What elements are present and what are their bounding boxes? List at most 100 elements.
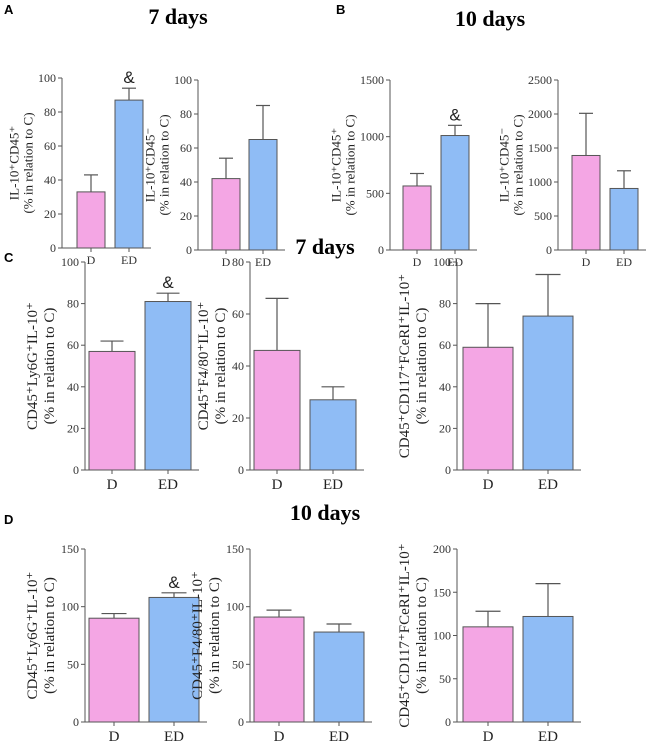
y-tick-label: 100 bbox=[61, 255, 79, 269]
x-tick-label: ED bbox=[538, 729, 558, 745]
bar-d bbox=[211, 178, 241, 251]
y-tick-label: 0 bbox=[238, 715, 244, 729]
y-tick-label: 200 bbox=[433, 542, 451, 556]
y-tick-label: 150 bbox=[61, 542, 79, 556]
bar-d bbox=[253, 616, 305, 723]
x-tick-label: D bbox=[413, 255, 422, 269]
y-axis-label: (% in relation to C) bbox=[414, 308, 430, 425]
heading-c: 7 days bbox=[295, 234, 355, 259]
y-tick-label: 40 bbox=[232, 359, 244, 373]
y-axis-label: (% in relation to C) bbox=[42, 577, 58, 694]
x-tick-label: D bbox=[483, 477, 494, 493]
y-tick-label: 20 bbox=[232, 411, 244, 425]
bar-ed bbox=[313, 631, 365, 723]
bar-ed bbox=[114, 99, 144, 249]
y-tick-label: 20 bbox=[44, 207, 56, 221]
bar-d bbox=[462, 626, 514, 723]
x-tick-label: D bbox=[274, 729, 285, 745]
bar-ed bbox=[440, 135, 470, 251]
y-tick-label: 0 bbox=[546, 243, 552, 257]
chart-panel-10: 0 50 100 150 200 CD45⁺CD117⁺FCeRI⁺IL-10⁺ (% in… bbox=[397, 542, 581, 745]
y-tick-label: 60 bbox=[439, 338, 451, 352]
x-tick-label: D bbox=[87, 253, 96, 267]
y-tick-label: 40 bbox=[180, 175, 192, 189]
y-tick-label: 0 bbox=[238, 463, 244, 477]
bar-ed bbox=[248, 139, 278, 251]
bar-d bbox=[88, 350, 136, 471]
y-tick-label: 40 bbox=[44, 173, 56, 187]
x-tick-label: ED bbox=[121, 253, 137, 267]
y-tick-label: 150 bbox=[433, 585, 451, 599]
y-tick-label: 1500 bbox=[360, 73, 384, 87]
significance-marker: & bbox=[449, 105, 461, 124]
y-tick-label: 40 bbox=[67, 380, 79, 394]
y-axis-label: CD45⁺Ly6G⁺IL-10⁺ bbox=[25, 302, 41, 430]
chart-panel-4: 0 500 1000 1500 2000 2500 IL-10⁺CD45⁻ (% in rel… bbox=[497, 73, 646, 269]
y-tick-label: 50 bbox=[67, 657, 79, 671]
panel-letter-c: C bbox=[4, 250, 14, 265]
y-tick-label: 100 bbox=[174, 73, 192, 87]
significance-marker: & bbox=[168, 573, 180, 592]
y-tick-label: 1000 bbox=[528, 175, 552, 189]
bar-ed bbox=[148, 596, 200, 723]
heading-d: 10 days bbox=[290, 500, 361, 525]
y-tick-label: 0 bbox=[73, 463, 79, 477]
y-tick-label: 80 bbox=[232, 255, 244, 269]
y-tick-label: 60 bbox=[67, 338, 79, 352]
bar-d bbox=[571, 154, 601, 251]
y-axis-label: (% in relation to C) bbox=[157, 114, 172, 215]
y-tick-label: 100 bbox=[38, 71, 56, 85]
y-axis-label: IL-10⁺CD45⁺ bbox=[329, 128, 344, 202]
x-tick-label: ED bbox=[158, 477, 178, 493]
y-tick-label: 2500 bbox=[528, 73, 552, 87]
y-tick-label: 0 bbox=[445, 463, 451, 477]
bar-d bbox=[402, 185, 432, 251]
y-axis-label: (% in relation to C) bbox=[21, 112, 36, 213]
significance-marker: & bbox=[123, 68, 135, 87]
y-tick-label: 20 bbox=[439, 421, 451, 435]
y-axis-label: (% in relation to C) bbox=[343, 114, 358, 215]
y-tick-label: 20 bbox=[180, 209, 192, 223]
bar-d bbox=[88, 617, 140, 723]
y-tick-label: 80 bbox=[180, 107, 192, 121]
significance-marker: & bbox=[162, 273, 174, 292]
y-axis-label: IL-10⁺CD45⁻ bbox=[143, 128, 158, 202]
bar-ed bbox=[522, 615, 574, 723]
y-axis-label: (% in relation to C) bbox=[207, 577, 223, 694]
bar-ed bbox=[609, 187, 639, 251]
y-tick-label: 100 bbox=[433, 255, 451, 269]
y-tick-label: 80 bbox=[44, 105, 56, 119]
y-tick-label: 50 bbox=[232, 657, 244, 671]
x-tick-label: ED bbox=[329, 729, 349, 745]
bar-ed bbox=[522, 315, 574, 471]
x-tick-label: ED bbox=[255, 255, 271, 269]
y-axis-label: IL-10⁺CD45⁺ bbox=[7, 126, 22, 200]
y-axis-label: CD45⁺CD117⁺FCeRI⁺IL-10⁺ bbox=[397, 274, 413, 458]
y-tick-label: 40 bbox=[439, 380, 451, 394]
y-tick-label: 1000 bbox=[360, 130, 384, 144]
y-axis-label: (% in relation to C) bbox=[213, 308, 229, 425]
y-tick-label: 60 bbox=[232, 307, 244, 321]
x-tick-label: ED bbox=[616, 255, 632, 269]
chart-panel-8: 0 50 100 150 CD45⁺Ly6G⁺IL-10⁺ (% in relation … bbox=[25, 542, 207, 745]
y-axis-label: (% in relation to C) bbox=[42, 308, 58, 425]
y-tick-label: 500 bbox=[534, 209, 552, 223]
bar-ed bbox=[144, 301, 192, 471]
y-tick-label: 0 bbox=[378, 243, 384, 257]
x-tick-label: ED bbox=[164, 729, 184, 745]
y-axis-label: (% in relation to C) bbox=[414, 577, 430, 694]
chart-panel-2: 0 20 40 60 80 100 IL-10⁺CD45⁻ (% in relation to… bbox=[143, 73, 285, 269]
heading-b: 10 days bbox=[455, 6, 526, 31]
y-axis-label: IL-10⁺CD45⁻ bbox=[497, 128, 512, 202]
x-tick-label: D bbox=[582, 255, 591, 269]
bar-d bbox=[76, 191, 106, 249]
chart-panel-6: 0 20 40 60 80 CD45⁺F4/80⁺IL-10⁺ (% in relation… bbox=[196, 255, 364, 493]
panel-letter-a: A bbox=[4, 2, 14, 17]
y-tick-label: 1500 bbox=[528, 141, 552, 155]
bar-d bbox=[462, 346, 514, 471]
y-tick-label: 50 bbox=[439, 672, 451, 686]
chart-panel-1: 0 20 40 60 80 100 IL-10⁺CD45⁺ (% in relation to… bbox=[7, 68, 151, 267]
y-axis-label: CD45⁺F4/80⁺IL-10⁺ bbox=[190, 571, 206, 700]
chart-panel-7: 0 20 40 60 80 100 CD45⁺CD117⁺FCeRI⁺IL-10⁺ (% in… bbox=[397, 255, 581, 493]
